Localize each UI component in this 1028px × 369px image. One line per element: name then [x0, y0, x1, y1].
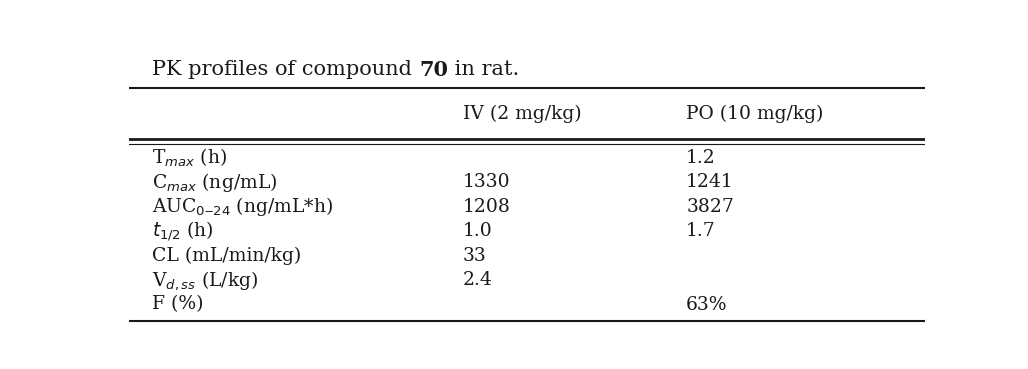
Text: 1330: 1330 — [463, 173, 511, 192]
Text: V$_{d, ss}$ (L/kg): V$_{d, ss}$ (L/kg) — [152, 269, 259, 292]
Text: T$_{max}$ (h): T$_{max}$ (h) — [152, 147, 227, 169]
Text: 1.2: 1.2 — [687, 149, 715, 167]
Text: 33: 33 — [463, 246, 487, 265]
Text: CL (mL/min/kg): CL (mL/min/kg) — [152, 246, 301, 265]
Text: PK profiles of compound: PK profiles of compound — [152, 60, 418, 79]
Text: AUC$_{0‒24}$ (ng/mL*h): AUC$_{0‒24}$ (ng/mL*h) — [152, 195, 333, 218]
Text: 1208: 1208 — [463, 198, 511, 216]
Text: 63%: 63% — [687, 296, 728, 314]
Text: F (%): F (%) — [152, 296, 204, 314]
Text: $t_{1/2}$ (h): $t_{1/2}$ (h) — [152, 219, 214, 243]
Text: 3827: 3827 — [687, 198, 734, 216]
Text: 1241: 1241 — [687, 173, 734, 192]
Text: 70: 70 — [418, 60, 448, 80]
Text: 1.7: 1.7 — [687, 222, 715, 240]
Text: in rat.: in rat. — [448, 60, 519, 79]
Text: 2.4: 2.4 — [463, 271, 493, 289]
Text: C$_{max}$ (ng/mL): C$_{max}$ (ng/mL) — [152, 171, 278, 194]
Text: PO (10 mg/kg): PO (10 mg/kg) — [687, 105, 823, 123]
Text: 1.0: 1.0 — [463, 222, 492, 240]
Text: IV (2 mg/kg): IV (2 mg/kg) — [463, 105, 582, 123]
